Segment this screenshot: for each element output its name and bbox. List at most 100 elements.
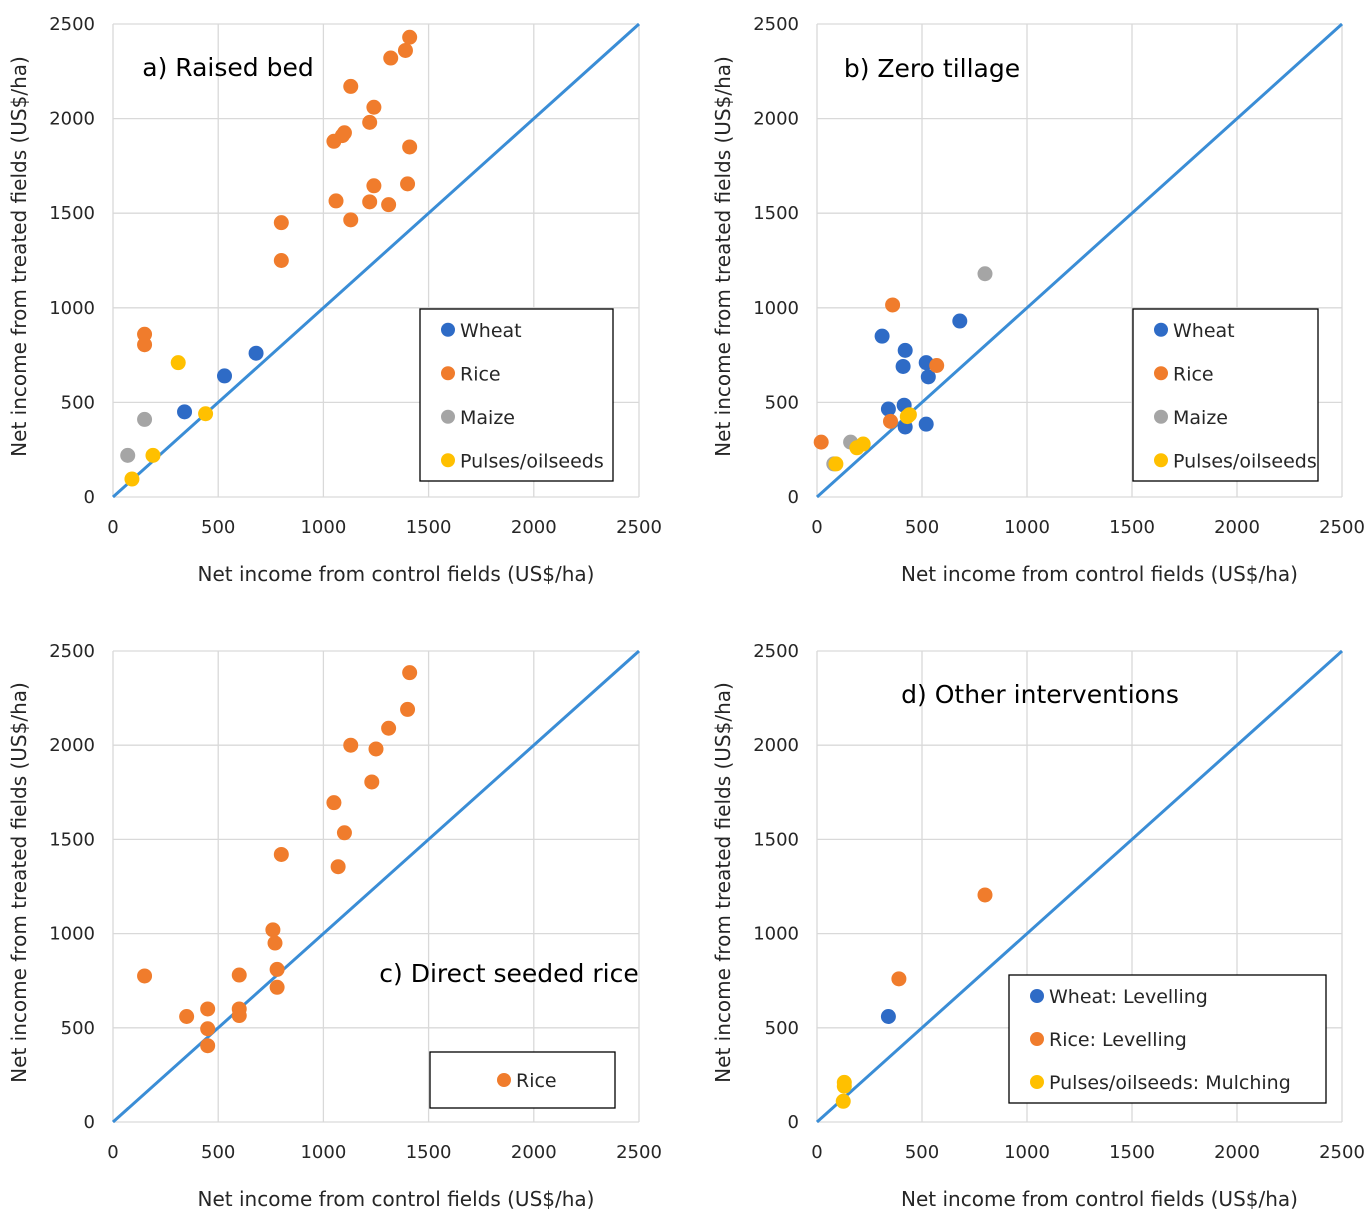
data-point-rice-levelling [977, 887, 993, 903]
legend-box [1008, 974, 1327, 1104]
data-point-rice [383, 50, 399, 66]
data-point-rice [400, 701, 416, 717]
x-tick-label: 0 [107, 517, 118, 538]
data-point-rice [231, 1008, 247, 1024]
data-point-rice [813, 434, 829, 450]
x-tick-label: 1000 [1004, 517, 1050, 538]
legend-box [419, 308, 614, 482]
data-point-pulses-oilseeds [828, 456, 844, 472]
legend: Wheat: Levelling Rice: Levelling Pulses/oi… [1008, 974, 1327, 1104]
y-tick-label: 500 [765, 392, 799, 413]
data-point-rice [269, 979, 285, 995]
legend-label-wheat: Wheat [1173, 320, 1235, 342]
x-tick-label: 1500 [406, 1142, 452, 1163]
data-point-wheat [248, 345, 264, 361]
data-point-rice-levelling [891, 971, 907, 987]
x-tick-label: 1500 [1109, 517, 1155, 538]
data-point-rice [336, 125, 352, 141]
x-axis-title: Net income from control fields (US$/ha) [198, 562, 595, 586]
data-point-rice [343, 212, 359, 228]
y-tick-label: 1500 [753, 203, 799, 224]
data-point-rice [929, 358, 945, 374]
y-tick-label: 500 [61, 392, 95, 413]
data-point-rice [137, 326, 153, 342]
y-tick-label: 0 [84, 487, 95, 508]
data-point-wheat [874, 328, 890, 344]
data-point-wheat [952, 313, 968, 329]
data-point-maize [977, 266, 993, 282]
data-point-rice [273, 846, 289, 862]
legend-marker-pulses-oilseeds [441, 453, 455, 468]
x-tick-label: 1000 [300, 517, 346, 538]
data-point-rice [402, 139, 418, 155]
legend: Wheat Rice Maize Pulses/oilseeds [1132, 308, 1319, 482]
legend-label-maize: Maize [460, 407, 515, 429]
data-point-pulses-oilseeds [145, 447, 161, 463]
panel-title: a) Raised bed [142, 53, 313, 82]
data-point-rice [381, 720, 397, 736]
y-tick-label: 0 [788, 487, 799, 508]
one-to-one-line [111, 649, 641, 1124]
y-tick-label: 1000 [753, 924, 799, 945]
legend-marker-wheat-levelling [1030, 989, 1044, 1003]
y-tick-label: 2000 [49, 735, 95, 756]
legend-label-rice: Rice [516, 1070, 557, 1092]
x-tick-label: 2000 [511, 1142, 557, 1163]
chart-panel-1: 0 500 1000 1500 2000 2500 0 500 1000 1500 2000 2500… [7, 14, 662, 586]
data-point-rice [200, 1001, 216, 1017]
data-point-rice [200, 1038, 216, 1054]
data-point-rice [231, 967, 247, 983]
data-point-wheat [920, 369, 936, 385]
y-tick-label: 1000 [753, 298, 799, 319]
data-point-rice [364, 774, 380, 790]
panel-title: d) Other interventions [901, 680, 1179, 709]
y-tick-label: 500 [765, 1018, 799, 1039]
chart-panel-3: 0 500 1000 1500 2000 2500 0 500 1000 1500 2000 2500… [7, 641, 662, 1211]
legend-label-rice: Rice [1173, 363, 1214, 385]
legend-box [1132, 308, 1319, 482]
y-tick-label: 500 [61, 1018, 95, 1039]
data-point-rice [269, 961, 285, 977]
x-axis-title: Net income from control fields (US$/ha) [198, 1187, 595, 1211]
chart-panel-4: 0 500 1000 1500 2000 2500 0 500 1000 1500 2000 2500… [711, 641, 1365, 1211]
y-tick-label: 2500 [753, 14, 799, 35]
y-tick-label: 2000 [753, 109, 799, 130]
legend-marker-rice [1154, 366, 1168, 381]
x-tick-label: 2500 [616, 517, 662, 538]
data-point-rice [883, 413, 898, 429]
data-point-rice [326, 795, 342, 811]
legend-label-pulses-oilseeds: Pulses/oilseeds [1173, 450, 1317, 472]
x-tick-label: 1000 [1004, 1142, 1050, 1163]
y-tick-label: 2500 [49, 14, 95, 35]
data-point-wheat [918, 416, 934, 432]
data-point-rice [200, 1021, 216, 1037]
y-tick-label: 1000 [49, 924, 95, 945]
x-tick-label: 0 [811, 517, 822, 538]
y-tick-label: 2500 [49, 641, 95, 662]
legend-marker-rice-levelling [1030, 1032, 1044, 1046]
x-tick-label: 1000 [300, 1142, 346, 1163]
data-point-wheat [177, 404, 193, 420]
chart-panel-2: 0 500 1000 1500 2000 2500 0 500 1000 1500 2000 2500… [711, 14, 1365, 586]
y-tick-label: 1500 [49, 829, 95, 850]
data-point-rice [402, 665, 418, 681]
data-point-rice [400, 176, 416, 192]
legend-label-pulses-oilseeds: Pulses/oilseeds [460, 450, 604, 472]
x-tick-label: 500 [201, 517, 235, 538]
legend-marker-wheat [1154, 322, 1168, 337]
legend-label-rice-levelling: Rice: Levelling [1049, 1029, 1187, 1051]
data-point-pulses-oilseeds [899, 409, 915, 425]
data-point-rice [137, 968, 153, 984]
data-point-rice [328, 193, 344, 209]
y-tick-label: 2500 [753, 641, 799, 662]
y-axis-title: Net income from treated fields (US$/ha) [7, 682, 31, 1083]
data-point-wheat-levelling [880, 1008, 896, 1024]
data-point-rice [336, 825, 352, 841]
data-point-rice [366, 178, 382, 194]
x-tick-label: 2000 [1214, 517, 1260, 538]
legend-label-rice: Rice [460, 363, 501, 385]
legend-label-wheat-levelling: Wheat: Levelling [1049, 986, 1208, 1008]
data-point-pulses-oilseeds [855, 436, 871, 452]
